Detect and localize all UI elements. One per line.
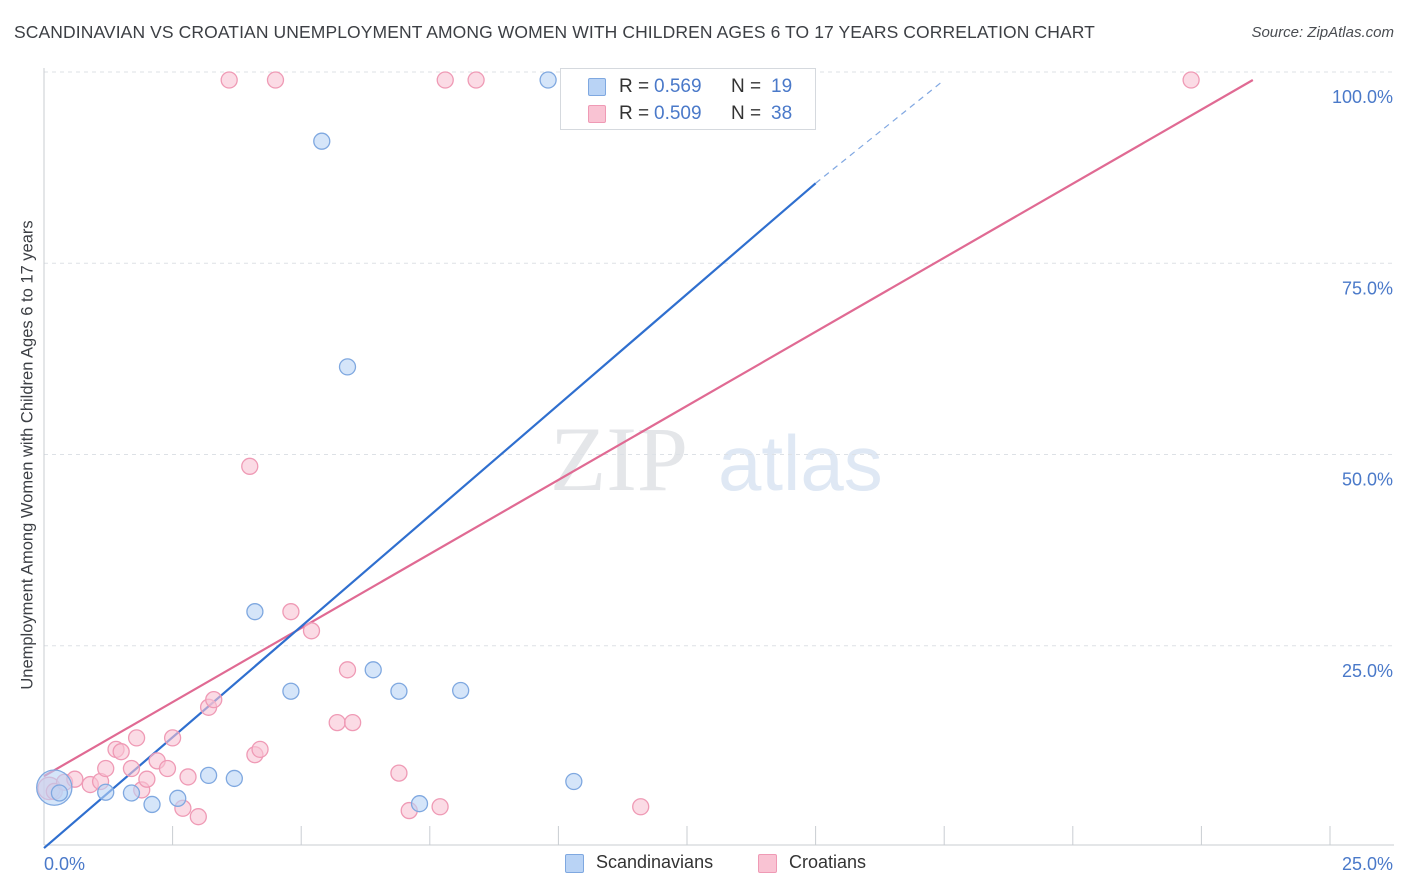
bottom-legend-swatch-scandinavians — [565, 854, 584, 873]
croatian-point — [122, 759, 141, 778]
croatian-point — [163, 729, 182, 747]
legend-n-value: 38 — [771, 103, 793, 124]
croatian-trend-line — [43, 79, 1254, 778]
croatian-point — [1182, 71, 1200, 89]
croatian-point — [467, 71, 485, 89]
croatian-point — [251, 740, 269, 759]
croatian-point — [436, 71, 454, 89]
croatian-point — [328, 713, 346, 732]
scandinavian-point — [50, 784, 69, 802]
scandinavian-point — [143, 795, 161, 814]
scandinavian-trend-extension — [815, 79, 945, 184]
scandinavian-point — [452, 681, 470, 700]
scandinavian-point — [364, 661, 382, 679]
legend-row-croatians: R = 0.509 N = 38 — [561, 100, 815, 128]
y-tick-label: 25.0% — [1342, 661, 1393, 681]
legend-r-label: R = — [619, 103, 650, 124]
scandinavian-point — [169, 789, 187, 807]
croatian-point — [302, 622, 321, 640]
watermark: ZIP atlas — [550, 408, 883, 510]
scandinavian-point — [225, 769, 243, 788]
scandinavian-point — [390, 682, 408, 700]
watermark-atlas: atlas — [718, 419, 883, 507]
croatian-point — [179, 768, 197, 786]
legend-swatch-croatians — [588, 105, 606, 123]
axes — [43, 68, 1394, 846]
scandinavian-point — [539, 71, 557, 89]
scandinavian-point — [199, 766, 218, 785]
croatian-point — [97, 759, 115, 778]
croatian-point — [338, 661, 357, 679]
croatian-point — [343, 713, 362, 732]
legend-r-label: R = — [619, 76, 650, 97]
scandinavian-point — [282, 682, 300, 700]
bottom-legend-label-croatians: Croatians — [789, 852, 867, 872]
legend-n-label: N = — [731, 103, 762, 124]
croatian-point — [390, 764, 408, 782]
y-tick-label: 50.0% — [1342, 470, 1393, 490]
scandinavian-point — [410, 795, 429, 813]
croatian-point — [241, 457, 259, 475]
watermark-zip: ZIP — [550, 408, 688, 510]
scandinavian-point — [338, 358, 357, 376]
croatian-point — [158, 759, 177, 778]
croatian-point — [189, 808, 207, 826]
scandinavian-point — [246, 603, 264, 621]
x-tick-label-min: 0.0% — [44, 854, 85, 874]
croatian-point — [282, 603, 300, 621]
legend-r-value: 0.569 — [654, 76, 702, 97]
bottom-legend-swatch-croatians — [758, 854, 777, 873]
croatian-point — [431, 798, 449, 816]
scandinavian-points — [36, 71, 583, 814]
scandinavian-point — [565, 772, 583, 791]
correlation-legend: R = 0.569 N = 19 R = 0.509 N = 38 — [560, 68, 816, 130]
croatian-point — [220, 71, 238, 89]
scandinavian-trend-line — [43, 182, 817, 849]
chart-title: SCANDINAVIAN VS CROATIAN UNEMPLOYMENT AM… — [14, 22, 1095, 42]
x-tick-label-max: 25.0% — [1342, 854, 1393, 874]
croatian-point — [632, 798, 650, 816]
scandinavian-point — [122, 784, 141, 802]
croatian-point — [112, 743, 130, 761]
source-credit: Source: ZipAtlas.com — [1251, 24, 1394, 41]
legend-r-value: 0.509 — [654, 103, 702, 124]
scandinavian-point — [313, 132, 331, 150]
croatian-point — [127, 729, 146, 747]
tick-labels: 25.0% 50.0% 75.0% 100.0% 0.0% 25.0% — [44, 87, 1393, 874]
scandinavian-point — [97, 783, 115, 801]
grid-lines — [44, 71, 1394, 647]
legend-swatch-scandinavians — [588, 78, 606, 96]
y-tick-label: 75.0% — [1342, 278, 1393, 298]
croatian-point — [205, 691, 223, 709]
legend-n-value: 19 — [771, 76, 793, 97]
legend-row-scandinavians: R = 0.569 N = 19 — [561, 73, 815, 101]
legend-n-label: N = — [731, 76, 762, 97]
croatian-point — [138, 770, 156, 788]
bottom-legend-label-scandinavians: Scandinavians — [596, 852, 714, 872]
croatian-point — [266, 71, 285, 89]
y-tick-label: 100.0% — [1332, 87, 1393, 107]
